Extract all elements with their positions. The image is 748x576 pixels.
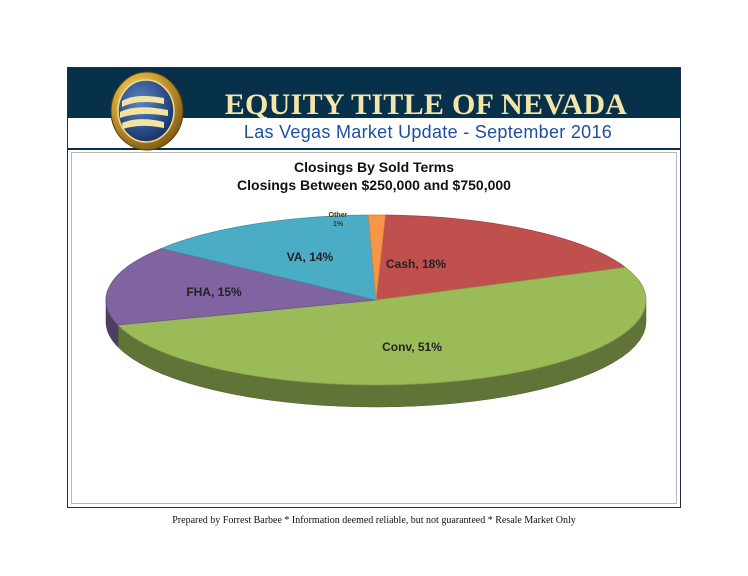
report-subtitle: Las Vegas Market Update - September 2016 [243, 122, 613, 142]
pie-top-faces [105, 214, 647, 386]
footer-note: Prepared by Forrest Barbee * Information… [172, 515, 576, 526]
pie-label-other: Other 1% [329, 212, 348, 228]
chart-area: Closings By Sold Terms Closings Between … [71, 152, 677, 504]
pie-label-fha: FHA, 15% [186, 285, 242, 299]
pie-slice-va [160, 214, 377, 301]
chart-subtitle: Closings Between $250,000 and $750,000 [237, 177, 511, 193]
chart-title: Closings By Sold Terms [294, 159, 454, 175]
company-logo [110, 71, 184, 151]
pie-slice-cash [375, 214, 627, 301]
pie-chart: Cash, 18% Conv, 51% FHA, 15% VA, 14% Other 1% [105, 212, 647, 408]
company-title: EQUITY TITLE OF NEVADA [224, 88, 628, 121]
pie-label-conv: Conv, 51% [382, 340, 442, 354]
pie-slice-other [367, 214, 386, 301]
pie-slice-fha [105, 247, 377, 326]
pie-label-va: VA, 14% [287, 250, 334, 264]
pie-label-cash: Cash, 18% [386, 257, 446, 271]
report-frame: EQUITY TITLE OF NEVADA Las Vegas Market … [67, 67, 681, 508]
pie-slice-conv [117, 266, 647, 386]
